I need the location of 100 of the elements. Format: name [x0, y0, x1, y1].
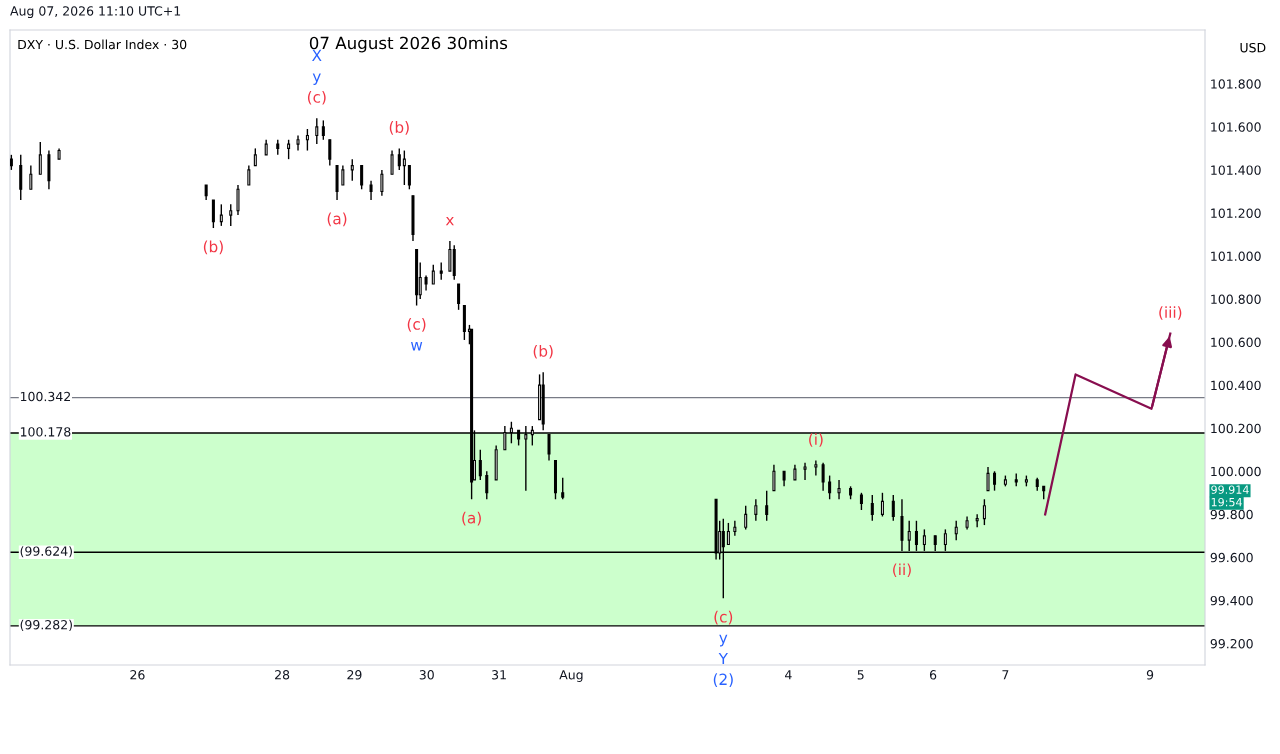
candlestick [229, 203, 233, 227]
candlestick [821, 461, 825, 492]
y-tick-label: 100.000 [1211, 466, 1261, 477]
annotation: (b) [533, 344, 553, 359]
text: Aug 07, 2026 11:10 UTC+1 [10, 6, 181, 19]
x-tick-label: 31 [492, 670, 506, 680]
line-series [1044, 332, 1172, 516]
candlestick [982, 498, 986, 526]
x-tick-label: Aug [559, 670, 583, 682]
candlestick [448, 240, 452, 272]
y-tick-label: 101.000 [1211, 251, 1261, 261]
candlestick [10, 154, 13, 171]
candlestick [341, 164, 345, 186]
candlestick [407, 164, 411, 190]
annotation: (a) [327, 212, 347, 227]
ref-line-label: 100.342 [20, 391, 70, 402]
y-tick-label: 99.200 [1210, 638, 1253, 649]
candlestick [837, 479, 841, 500]
text: DXY · U.S. Dollar Index · 30 [18, 39, 187, 50]
candlestick [350, 158, 354, 182]
y-axis-title: USD [1240, 42, 1266, 53]
candlestick [765, 489, 769, 522]
annotation: (a) [462, 511, 481, 526]
candlestick [328, 139, 332, 167]
annotation: X [312, 49, 322, 61]
annotation: x [445, 216, 454, 226]
ref-line-label: 100.178 [20, 427, 71, 437]
x-tick-label: 4 [785, 670, 792, 680]
candlestick [38, 141, 42, 175]
candlestick [870, 494, 874, 522]
candlestick [390, 149, 394, 175]
annotation: y [719, 634, 728, 647]
y-tick-label: 101.800 [1211, 79, 1261, 89]
candlestick [772, 464, 776, 492]
x-tick-label: 7 [1002, 670, 1009, 680]
candlestick [380, 169, 384, 197]
annotation: (ii) [893, 563, 911, 578]
y-tick-label: 100.800 [1211, 294, 1261, 304]
candlestick [397, 147, 401, 171]
candlestick [247, 164, 251, 186]
candlestick [814, 459, 818, 477]
candlestick [457, 283, 461, 311]
candlestick [402, 149, 406, 186]
y-tick-label: 100.200 [1211, 423, 1261, 434]
x-tick-label: 30 [419, 670, 434, 680]
text: 99.914 [1211, 485, 1249, 494]
candlestick [986, 466, 990, 492]
candlestick [236, 184, 240, 216]
candlestick [733, 520, 737, 537]
candlestick [803, 461, 807, 481]
candlestick [975, 513, 979, 528]
y-tick-label: 101.200 [1211, 208, 1261, 218]
x-tick-label: 26 [130, 670, 145, 680]
x-tick-label: 9 [1146, 670, 1154, 680]
candlestick [19, 154, 23, 201]
y-tick-label: 100.600 [1211, 337, 1261, 348]
annotation: (iii) [1159, 306, 1182, 320]
candlestick [726, 522, 730, 546]
candlestick [360, 164, 364, 190]
ref-line-label: (99.282) [20, 619, 72, 631]
x-tick-label: 28 [275, 670, 290, 680]
x-tick-label: 6 [929, 670, 937, 680]
candlestick [315, 117, 319, 145]
candlestick [29, 164, 33, 190]
annotation: (b) [203, 240, 223, 255]
annotation: y [312, 73, 321, 85]
annotation: (c) [407, 318, 426, 332]
y-tick-label: 101.600 [1211, 122, 1261, 132]
candlestick [561, 477, 565, 500]
y-tick-label: 101.400 [1211, 165, 1261, 175]
annotation: Y [718, 652, 728, 665]
candlestick [744, 505, 748, 531]
candlestick [211, 199, 215, 229]
candlestick [431, 263, 435, 285]
candlestick [321, 119, 325, 141]
candlestick [880, 492, 884, 518]
candlestick [828, 474, 832, 500]
annotation: (c) [307, 90, 326, 105]
candlestick [478, 449, 482, 481]
candlestick [219, 203, 223, 227]
candlestick [553, 459, 557, 500]
candlestick [305, 128, 309, 152]
ref-line-label: (99.624) [20, 546, 72, 558]
candlestick [287, 139, 291, 160]
annotation: w [411, 342, 423, 351]
candlestick [993, 470, 997, 492]
candlestick [296, 134, 300, 152]
y-tick-label: 99.400 [1210, 595, 1253, 606]
annotation: (i) [809, 433, 823, 447]
annotation: (c) [714, 610, 733, 625]
y-tick-label: 100.400 [1211, 380, 1261, 391]
annotation: (b) [389, 121, 409, 135]
y-tick-label: 99.800 [1210, 509, 1253, 520]
text: (2) [713, 673, 733, 687]
x-tick-label: 5 [857, 670, 864, 680]
y-tick-label: 99.600 [1210, 552, 1253, 563]
candlestick [954, 520, 958, 541]
candlestick [754, 498, 758, 522]
candlestick [485, 470, 489, 500]
x-tick-label: 29 [347, 670, 362, 680]
